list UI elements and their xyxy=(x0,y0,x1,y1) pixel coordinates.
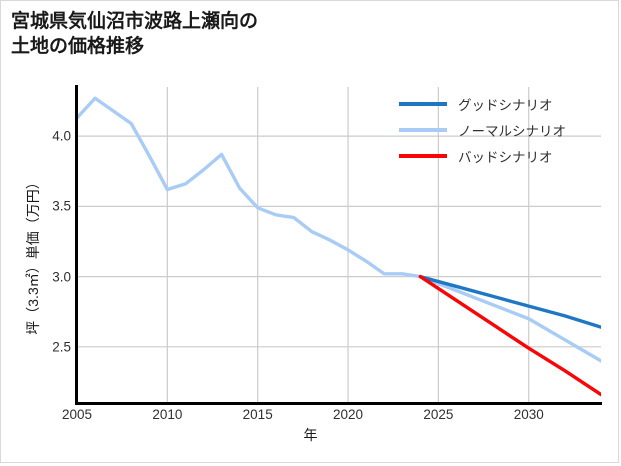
legend-item-label: グッドシナリオ xyxy=(458,98,553,113)
legend-color-swatch xyxy=(399,128,447,132)
series-line-bad xyxy=(418,274,601,397)
chart-svg xyxy=(77,87,601,403)
y-axis-line xyxy=(75,85,78,405)
page-title: 宮城県気仙沼市波路上瀬向の 土地の価格推移 xyxy=(11,11,259,58)
series-line-normal xyxy=(77,96,601,363)
y-tick-label: 3.5 xyxy=(52,198,71,214)
plot-area xyxy=(77,87,601,403)
legend-item-label: ノーマルシナリオ xyxy=(458,124,566,139)
x-tick-label: 2010 xyxy=(152,407,183,422)
y-axis-ticks: 2.5 3.0 3.5 4.0 xyxy=(21,1,71,466)
x-axis-title: 年 xyxy=(303,427,318,443)
x-tick-label: 2020 xyxy=(333,407,364,422)
x-tick-label: 2025 xyxy=(423,407,454,422)
y-tick-label: 4.0 xyxy=(52,128,71,144)
legend-item[interactable]: グッドシナリオ xyxy=(399,91,599,117)
y-axis-title: 坪（3.3㎡）単価（万円） xyxy=(25,175,41,335)
legend-color-swatch xyxy=(399,102,447,106)
x-tick-label: 2030 xyxy=(513,407,544,422)
legend-item[interactable]: ノーマルシナリオ xyxy=(399,117,599,143)
chart-legend: グッドシナリオ ノーマルシナリオ バッドシナリオ xyxy=(399,91,599,169)
x-tick-label: 2005 xyxy=(61,407,93,422)
series-line-good xyxy=(418,274,601,329)
y-tick-label: 2.5 xyxy=(52,339,71,355)
x-axis-line xyxy=(75,402,602,405)
x-tick-label: 2015 xyxy=(242,407,273,422)
y-tick-label: 3.0 xyxy=(52,269,71,285)
legend-item-label: バッドシナリオ xyxy=(458,150,553,165)
legend-color-swatch xyxy=(399,154,447,158)
legend-item[interactable]: バッドシナリオ xyxy=(399,143,599,169)
